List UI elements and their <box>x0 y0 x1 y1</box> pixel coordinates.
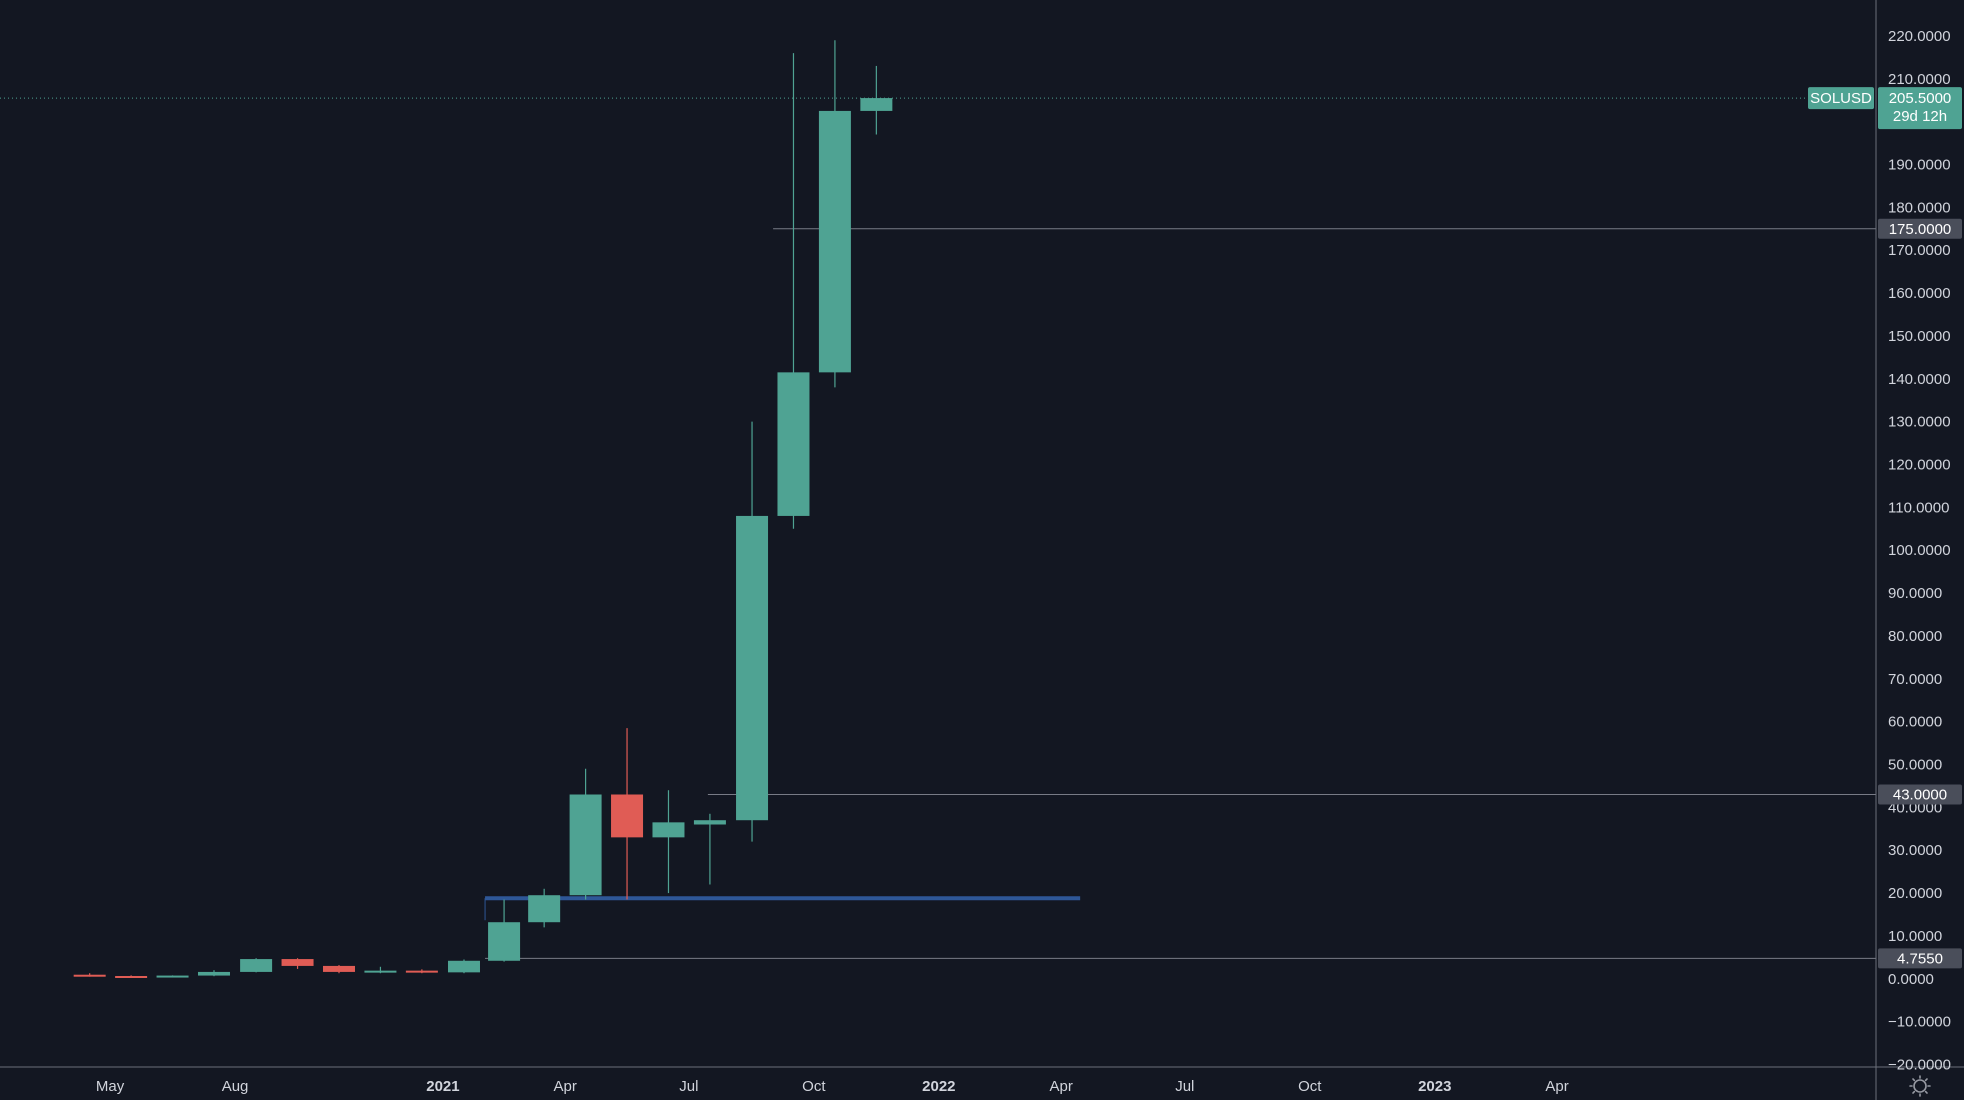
countdown-label: 29d 12h <box>1893 108 1947 125</box>
y-tick-label: 160.0000 <box>1888 285 1951 302</box>
x-tick-label: Apr <box>1049 1078 1072 1095</box>
candle <box>777 53 810 529</box>
candle-body <box>73 974 106 977</box>
y-tick-label: −10.0000 <box>1888 1014 1951 1031</box>
candle-body <box>240 959 273 972</box>
x-tick-label: Apr <box>1545 1078 1568 1095</box>
y-tick-label: 120.0000 <box>1888 456 1951 473</box>
candle <box>693 813 726 885</box>
candle-body <box>281 959 314 966</box>
level-price-tag <box>1878 948 1962 969</box>
x-tick-label: 2021 <box>426 1078 459 1095</box>
y-tick-label: 0.0000 <box>1888 971 1934 988</box>
candle-body <box>488 922 521 961</box>
candle <box>528 888 561 928</box>
candle-body <box>156 975 189 978</box>
y-tick-label: 90.0000 <box>1888 585 1942 602</box>
candle-body <box>364 970 397 973</box>
y-tick-label: 110.0000 <box>1888 499 1949 516</box>
candle <box>569 768 602 900</box>
y-tick-label: 30.0000 <box>1888 842 1942 859</box>
x-tick-label: Apr <box>554 1078 577 1095</box>
y-tick-label: 180.0000 <box>1888 199 1951 216</box>
candle-body <box>693 820 726 825</box>
x-tick-label: Jul <box>1175 1078 1194 1095</box>
candle-body <box>569 794 602 896</box>
candle <box>197 970 230 977</box>
y-tick-label: 210.0000 <box>1888 71 1951 88</box>
candle <box>818 40 851 388</box>
candle-body <box>322 965 355 972</box>
x-tick-label: 2023 <box>1418 1078 1451 1095</box>
y-tick-label: 130.0000 <box>1888 414 1951 431</box>
plot-area[interactable] <box>0 0 1876 1067</box>
level-price-label: 43.0000 <box>1893 786 1947 803</box>
level-price-tag <box>1878 784 1962 805</box>
x-tick-label: Aug <box>222 1078 249 1095</box>
symbol-label: SOLUSD <box>1810 90 1872 107</box>
candle <box>405 969 438 974</box>
last-price-label: 205.5000 <box>1889 90 1952 107</box>
y-tick-label: −20.0000 <box>1888 1056 1951 1073</box>
level-price-label: 175.0000 <box>1889 221 1952 238</box>
candle <box>156 975 189 978</box>
candle <box>364 966 397 974</box>
x-tick-label: Jul <box>679 1078 698 1095</box>
y-tick-label: 60.0000 <box>1888 714 1942 731</box>
x-tick-label: 2022 <box>922 1078 955 1095</box>
candle-body <box>197 971 230 976</box>
y-tick-label: 220.0000 <box>1888 28 1951 45</box>
candle-body <box>405 970 438 973</box>
y-tick-label: 70.0000 <box>1888 671 1942 688</box>
candle <box>611 728 644 900</box>
last-price-tag <box>1878 87 1962 130</box>
y-tick-label: 150.0000 <box>1888 328 1951 345</box>
y-tick-label: 190.0000 <box>1888 156 1951 173</box>
candle-body <box>115 975 148 978</box>
candle <box>281 958 314 969</box>
y-tick-label: 170.0000 <box>1888 242 1951 259</box>
y-tick-label: 10.0000 <box>1888 928 1942 945</box>
y-tick-label: 140.0000 <box>1888 371 1951 388</box>
x-tick-label: Oct <box>802 1078 826 1095</box>
level-price-tag <box>1878 218 1962 239</box>
candle <box>447 959 480 974</box>
y-tick-label: 100.0000 <box>1888 542 1951 559</box>
x-tick-label: May <box>96 1078 125 1095</box>
candle <box>240 958 273 973</box>
y-tick-label: 20.0000 <box>1888 885 1942 902</box>
candles <box>73 40 893 978</box>
candle-body <box>652 822 685 838</box>
candle-body <box>611 794 644 838</box>
symbol-tag <box>1808 87 1874 110</box>
candle-body <box>818 110 851 373</box>
candle <box>736 421 769 842</box>
candle-body <box>528 895 561 923</box>
plot-background[interactable] <box>0 0 1876 1067</box>
candle <box>115 975 148 978</box>
candle-body <box>777 372 810 516</box>
candle <box>73 973 106 977</box>
level-price-label: 4.7550 <box>1897 950 1943 967</box>
candle-body <box>860 98 893 111</box>
x-tick-label: Oct <box>1298 1078 1322 1095</box>
candle <box>488 899 521 962</box>
candle <box>322 965 355 974</box>
settings-icon[interactable] <box>1909 1075 1931 1097</box>
candle <box>860 65 893 135</box>
candle-body <box>447 960 480 973</box>
y-tick-label: 80.0000 <box>1888 628 1942 645</box>
candle <box>652 790 685 894</box>
y-tick-label: 50.0000 <box>1888 756 1942 773</box>
horizontal-levels <box>0 97 1876 959</box>
candle-body <box>736 515 769 821</box>
